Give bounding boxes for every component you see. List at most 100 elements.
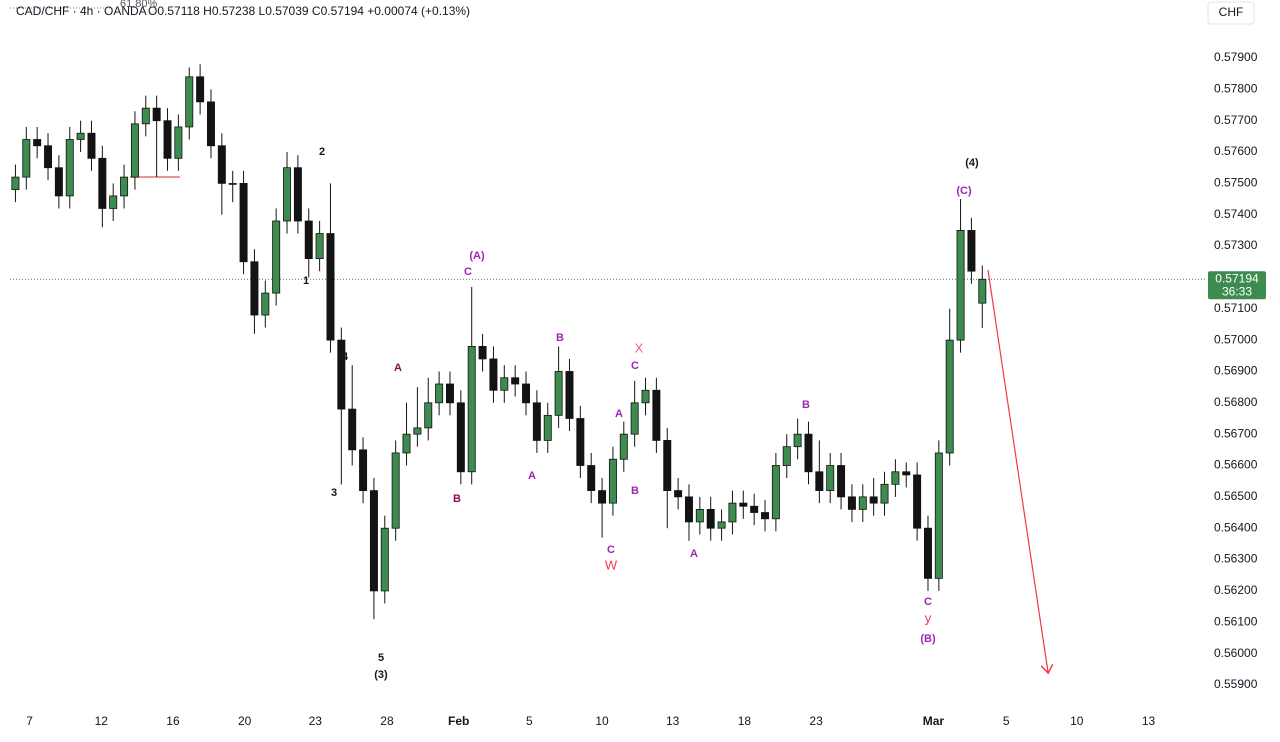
candle-body — [163, 120, 172, 159]
wave-label: W — [605, 557, 618, 572]
candle-body — [804, 433, 813, 473]
y-tick-label: 0.56600 — [1214, 458, 1258, 472]
candle-body — [945, 339, 954, 454]
currency-box[interactable] — [1207, 1, 1255, 25]
candle-body — [174, 126, 183, 159]
wave-label: C — [464, 266, 472, 278]
y-tick-label: 0.55900 — [1214, 677, 1258, 691]
candle-body — [706, 508, 715, 529]
candle-body — [22, 139, 31, 178]
candle-body — [858, 496, 867, 510]
wave-label: C — [607, 544, 615, 556]
candle-body — [130, 123, 139, 178]
candle-body — [598, 490, 607, 504]
x-tick-label: 16 — [166, 714, 180, 728]
candle-body — [283, 167, 292, 222]
wave-label: C — [924, 596, 932, 608]
candle-body — [337, 339, 346, 410]
x-tick-label: 28 — [380, 714, 394, 728]
candle-body — [369, 490, 378, 592]
candle-body — [359, 449, 368, 491]
x-tick-label: 20 — [238, 714, 252, 728]
candle-body — [793, 433, 802, 448]
x-tick-label: 5 — [1003, 714, 1010, 728]
candle-body — [380, 527, 389, 592]
candle-body — [217, 145, 226, 184]
candle-body — [576, 418, 585, 466]
candle-body — [750, 505, 759, 513]
candle-body — [522, 383, 531, 404]
wave-label: (4) — [965, 157, 979, 169]
candle-body — [87, 132, 96, 159]
symbol: CAD/CHF · 4h · OANDA — [16, 4, 147, 18]
price-label: 0.57194 — [1215, 271, 1259, 285]
candle-body — [978, 278, 987, 304]
y-tick-label: 0.57900 — [1214, 50, 1258, 64]
candle-body — [913, 474, 922, 529]
y-tick-label: 0.56900 — [1214, 364, 1258, 378]
candle-body — [565, 371, 574, 419]
wave-label: B — [556, 332, 564, 344]
candle-body — [500, 377, 509, 391]
candle-body — [65, 139, 74, 197]
wave-label: B — [802, 399, 810, 411]
x-tick-label: 13 — [1142, 714, 1156, 728]
candle-body — [54, 167, 63, 197]
x-tick-label: 7 — [26, 714, 33, 728]
candle-body — [695, 508, 704, 523]
y-tick-label: 0.56100 — [1214, 614, 1258, 628]
fib-label: 61.80% — [120, 0, 158, 10]
candle-body — [402, 433, 411, 454]
candle-body — [967, 230, 976, 272]
x-tick-label: 23 — [309, 714, 323, 728]
candle-body — [293, 167, 302, 222]
candle-body — [880, 483, 889, 504]
y-tick-label: 0.56300 — [1214, 552, 1258, 566]
countdown: 36:33 — [1222, 284, 1252, 298]
candle-body — [815, 471, 824, 491]
candle-body — [587, 465, 596, 491]
wave-label: (C) — [956, 185, 972, 197]
candle-body — [956, 230, 965, 341]
candle-body — [98, 157, 107, 209]
candle-body — [424, 402, 433, 429]
wave-label: (A) — [469, 250, 485, 262]
wave-label: A — [690, 548, 698, 560]
candle-body — [869, 496, 878, 504]
candle-body — [304, 220, 313, 260]
currency[interactable]: CHF — [1219, 5, 1244, 19]
candle-body — [11, 176, 20, 191]
candle-body — [478, 345, 487, 360]
candle-body — [33, 139, 42, 147]
candle-body — [272, 220, 281, 294]
x-tick-label: Feb — [448, 714, 469, 728]
candle-body — [185, 76, 194, 128]
candle-body — [608, 458, 617, 504]
candle-body — [348, 408, 357, 451]
candle-body — [891, 471, 900, 485]
y-tick-label: 0.56000 — [1214, 646, 1258, 660]
candle-body — [511, 377, 520, 385]
candle-body — [554, 371, 563, 416]
wave-label: X — [635, 340, 644, 355]
candle-body — [663, 440, 672, 491]
candle-body — [391, 452, 400, 529]
wave-label: y — [925, 610, 932, 625]
candle-body — [76, 132, 85, 140]
wave-label: 2 — [319, 146, 325, 158]
ohlc: O0.57118 H0.57238 L0.57039 C0.57194 +0.0… — [148, 4, 470, 18]
candle-body — [120, 176, 129, 197]
x-tick-label: 12 — [95, 714, 109, 728]
x-tick-label: 5 — [526, 714, 533, 728]
candle-body — [674, 490, 683, 498]
candle-body — [445, 383, 454, 404]
candle-body — [902, 471, 911, 476]
x-tick-label: 13 — [666, 714, 680, 728]
candle-body — [250, 261, 259, 316]
y-tick-label: 0.57100 — [1214, 301, 1258, 315]
wave-label: 4 — [342, 351, 349, 363]
candle-body — [761, 512, 770, 520]
y-tick-label: 0.56800 — [1214, 395, 1258, 409]
candle-body — [641, 389, 650, 404]
